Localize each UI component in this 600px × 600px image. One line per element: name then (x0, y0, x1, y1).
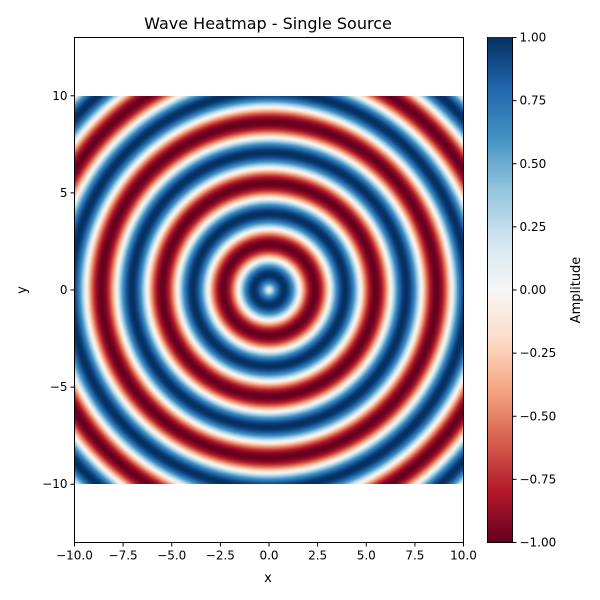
colorbar-tick-label: −1.00 (520, 536, 557, 550)
colorbar-tick-label: −0.50 (520, 409, 557, 423)
colorbar-tick-label: 1.00 (520, 31, 547, 45)
wave-heatmap (75, 96, 463, 484)
y-tick-label: −10 (42, 477, 67, 491)
colorbar-ticks: 1.00 0.75 0.50 0.25 0.00 −0.25 −0.50 −0.75 −1.00 (512, 31, 557, 550)
x-tick-label: 2.5 (308, 549, 327, 563)
colorbar-tick-label: 0.25 (520, 220, 547, 234)
x-axis-ticks: −10.0 −7.5 −5.0 −2.5 0.0 2.5 5.0 7.5 10.0 (56, 542, 477, 563)
colorbar-label: Amplitude (569, 257, 584, 324)
y-tick-label: 10 (52, 89, 67, 103)
y-axis-ticks: −10 −5 0 5 10 (42, 89, 75, 491)
y-axis-label: y (15, 286, 30, 294)
colorbar-tick-label: 0.00 (520, 283, 547, 297)
x-tick-label: 5.0 (357, 549, 376, 563)
x-tick-label: 7.5 (405, 549, 424, 563)
x-axis-label: x (264, 571, 272, 586)
colorbar-gradient (488, 37, 512, 542)
plot-frame (74, 37, 464, 543)
x-tick-label: −2.5 (206, 549, 235, 563)
y-tick-label: −5 (50, 380, 68, 394)
colorbar-tick-label: 0.50 (520, 157, 547, 171)
x-tick-label: 10.0 (450, 549, 477, 563)
colorbar-tick-label: −0.75 (520, 472, 557, 486)
x-tick-label: −5.0 (157, 549, 186, 563)
chart-title: Wave Heatmap - Single Source (144, 14, 392, 33)
y-tick-label: 5 (60, 186, 68, 200)
y-tick-label: 0 (60, 283, 68, 297)
colorbar-tick-label: −0.25 (520, 346, 557, 360)
x-tick-label: −7.5 (109, 549, 138, 563)
colorbar-tick-label: 0.75 (520, 94, 547, 108)
x-tick-label: 0.0 (259, 549, 278, 563)
x-tick-label: −10.0 (56, 549, 93, 563)
